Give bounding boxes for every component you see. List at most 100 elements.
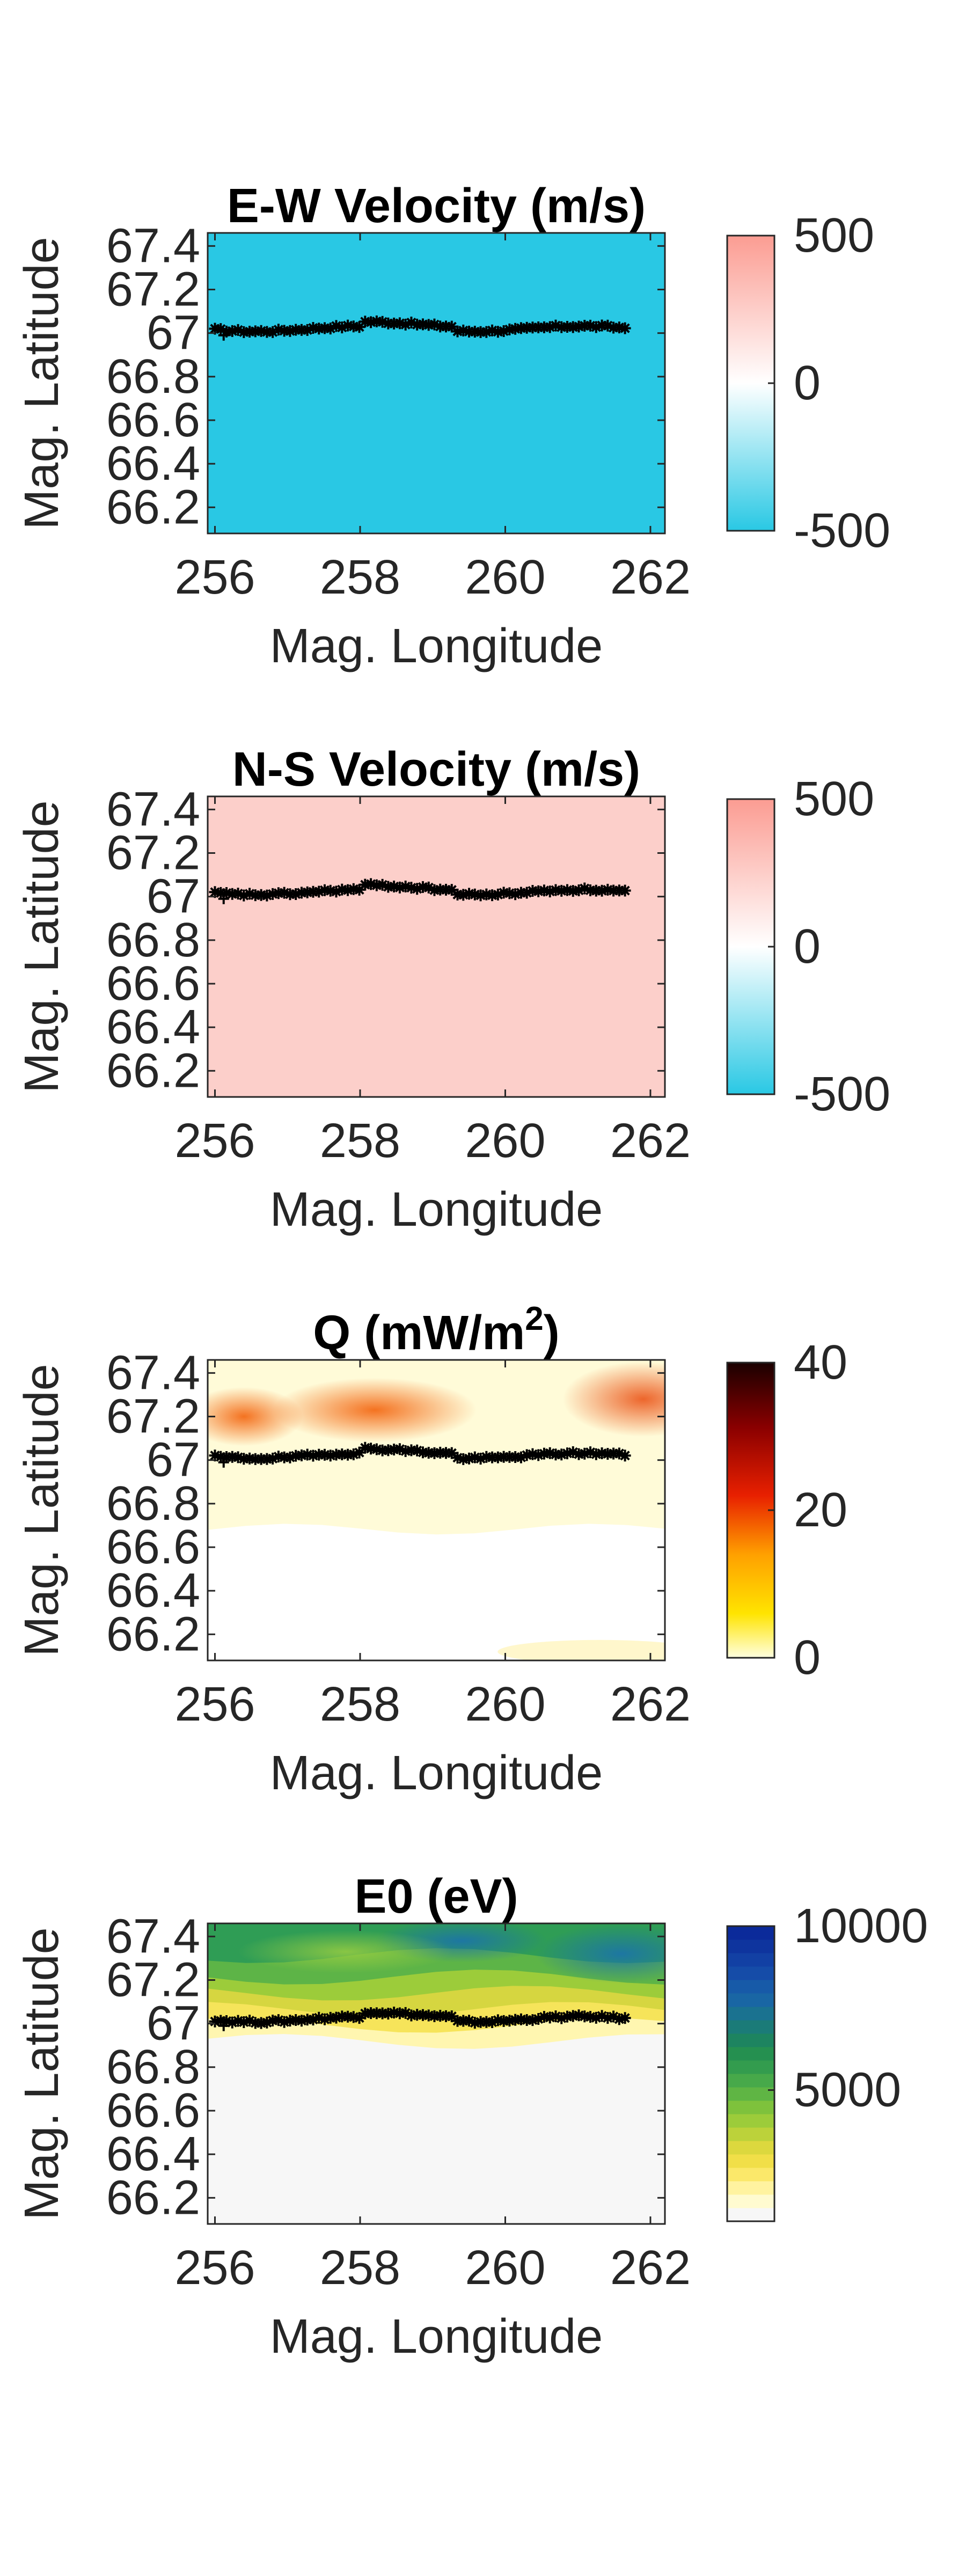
- y-tick-label: 67.2: [106, 1953, 200, 2007]
- colorbar-step: [727, 2007, 774, 2021]
- colorbar-tick-label: -500: [794, 1067, 890, 1121]
- x-tick-label: 262: [610, 2241, 691, 2295]
- colorbar-step: [727, 2127, 774, 2141]
- track-point: [451, 1452, 464, 1464]
- y-tick-label: 66.8: [106, 1477, 200, 1531]
- track-point: [532, 1449, 545, 1461]
- track-point: [244, 2015, 256, 2027]
- plot-frame: [207, 795, 666, 1098]
- colorbar-step: [727, 2060, 774, 2074]
- track-point: [590, 321, 602, 333]
- track-point: [278, 2016, 290, 2028]
- x-tick-label: 256: [174, 2241, 255, 2295]
- track-point: [215, 323, 227, 335]
- track-point: [272, 324, 284, 336]
- track-point: [573, 884, 585, 897]
- track-point: [515, 1451, 527, 1463]
- track-point: [619, 2012, 631, 2024]
- y-tick-label: 66.8: [106, 913, 200, 967]
- chart-title: E0 (eV): [354, 1870, 518, 1923]
- track-point: [613, 2013, 625, 2025]
- plot-frame: [207, 1359, 666, 1662]
- track-point: [353, 1446, 365, 1459]
- track-point: [422, 881, 435, 894]
- track-point: [619, 1450, 631, 1462]
- track-point: [590, 2011, 602, 2024]
- track-point: [602, 2012, 614, 2024]
- track-point: [313, 885, 325, 898]
- track-point: [411, 883, 423, 895]
- track-point: [486, 2016, 499, 2029]
- track-point: [457, 324, 470, 336]
- track-point: [532, 2013, 545, 2025]
- colorbar: -500 0 500: [726, 209, 890, 558]
- plot-frame: [207, 1922, 666, 2225]
- chart-title: Q (mW/m2): [313, 1300, 559, 1360]
- colorbar-tick-label: 0: [794, 920, 821, 974]
- chart-title-superscript: 2: [525, 1300, 543, 1337]
- track-point: [492, 888, 504, 901]
- track-point: [365, 878, 377, 890]
- colorbar-tick-label: 40: [794, 1336, 847, 1389]
- track-point: [567, 1446, 579, 1458]
- y-tick-label: 66.4: [106, 1000, 200, 1054]
- y-tick-label: 66.2: [106, 1607, 200, 1661]
- track-point: [550, 319, 562, 332]
- chart-panel-1: N-S Velocity (m/s)256 258 260 26266.266.466…: [15, 743, 890, 1236]
- chart-panel-2: Q (mW/m2)256 258 260 26266.266.466.666.8676…: [15, 1300, 847, 1800]
- x-tick-label: 258: [320, 2241, 400, 2295]
- track-point: [330, 2011, 342, 2024]
- heatmap-fill: [208, 796, 665, 1097]
- y-tick-label: 66.2: [106, 480, 200, 534]
- track-point: [330, 320, 342, 332]
- heatmap-field: [208, 1360, 665, 1660]
- colorbar-tick-label: 0: [794, 1631, 821, 1685]
- track-markers: [209, 878, 631, 904]
- colorbar-step: [727, 1953, 774, 1967]
- colorbar-step: [727, 2101, 774, 2114]
- y-tick-label: 67.4: [106, 782, 200, 836]
- track-point: [509, 888, 522, 901]
- track-point: [486, 324, 499, 336]
- track-point: [526, 2014, 539, 2026]
- track-point: [596, 2010, 608, 2022]
- track-point: [226, 2016, 238, 2029]
- colorbar-step: [727, 1926, 774, 1940]
- track-point: [301, 324, 313, 336]
- x-axis-label: Mag. Longitude: [270, 1746, 603, 1800]
- y-tick-label: 67: [147, 1433, 200, 1487]
- track-point: [445, 1447, 458, 1459]
- flux-peak: [562, 1362, 665, 1437]
- track-point: [376, 316, 389, 328]
- track-markers: [209, 315, 631, 341]
- track-point: [376, 879, 389, 891]
- y-tick-label: 66.4: [106, 2127, 200, 2181]
- track-point: [602, 319, 614, 332]
- track-point: [544, 1447, 556, 1459]
- y-tick-label: 66.8: [106, 2040, 200, 2094]
- colorbar-step: [727, 1980, 774, 1994]
- track-point: [544, 885, 556, 898]
- colorbar-step: [727, 2087, 774, 2101]
- colorbar-step: [727, 2194, 774, 2208]
- heatmap-fill: [208, 233, 665, 533]
- x-tick-label: 258: [320, 1114, 400, 1168]
- track-point: [619, 884, 631, 897]
- y-axis-label: Mag. Latitude: [15, 1364, 69, 1656]
- colorbar-step: [727, 1966, 774, 1980]
- colorbar: -500 0 500: [726, 772, 890, 1121]
- y-tick-label: 66.2: [106, 2171, 200, 2224]
- colorbar-tick-label: 10000: [794, 1899, 928, 1953]
- y-tick-label: 66.8: [106, 350, 200, 404]
- y-tick-label: 66.6: [106, 393, 200, 447]
- x-axis-label: Mag. Longitude: [270, 2310, 603, 2363]
- x-tick-label: 256: [174, 551, 255, 604]
- track-point: [284, 1451, 296, 1463]
- x-tick-label: 256: [174, 1678, 255, 1731]
- track-point: [209, 1450, 221, 1462]
- colorbar-tick-label: 20: [794, 1483, 847, 1537]
- track-point: [445, 2010, 458, 2023]
- track-point: [480, 326, 493, 338]
- x-tick-label: 258: [320, 551, 400, 604]
